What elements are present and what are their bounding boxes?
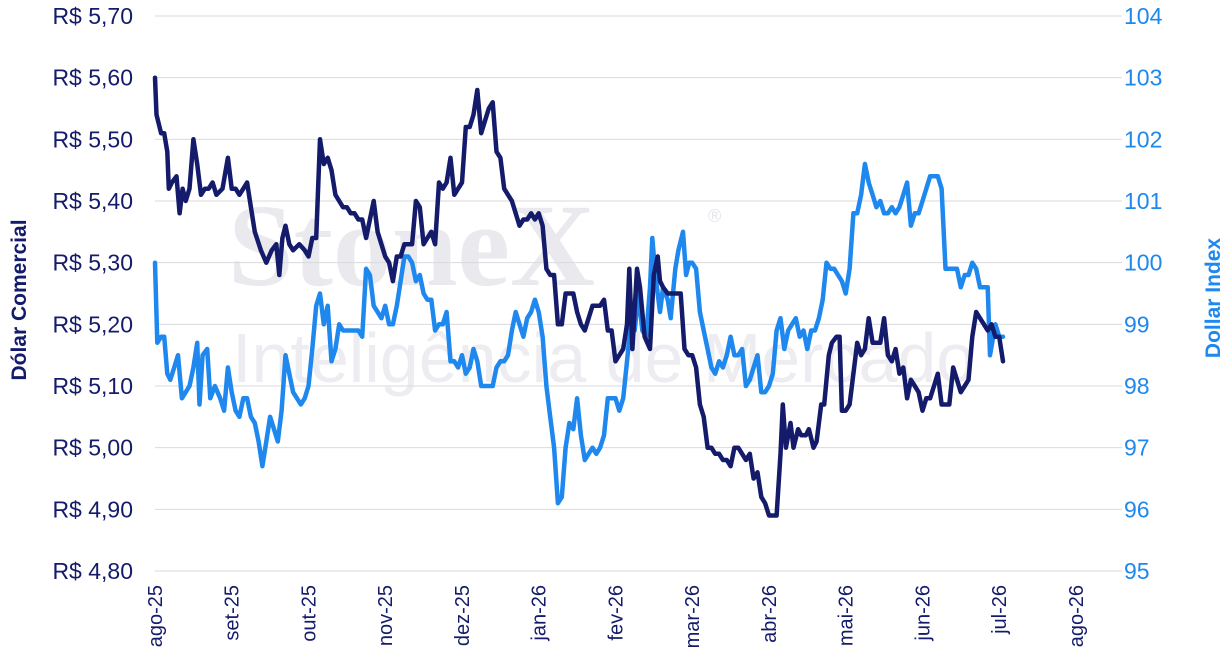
- x-tick-label: mai-26: [836, 585, 858, 646]
- right-tick-label: 104: [1124, 3, 1163, 29]
- x-tick-label: mar-26: [682, 585, 704, 648]
- x-axis-ticks: ago-25 set-25 out-25 nov-25 dez-25 jan-26 fev-…: [145, 585, 1088, 648]
- right-tick-label: 101: [1124, 188, 1162, 214]
- watermark-registered-mark: ®: [708, 206, 721, 226]
- x-tick-label: jan-26: [529, 585, 551, 642]
- x-tick-label: ago-26: [1066, 585, 1088, 647]
- dolar-comercial-series-line: [152, 75, 1006, 518]
- left-axis-title: Dólar Comercial: [8, 219, 31, 380]
- right-tick-label: 103: [1124, 65, 1162, 91]
- x-tick-label: out-25: [298, 585, 320, 642]
- right-tick-label: 98: [1124, 373, 1150, 399]
- left-axis-ticks: R$ 4,80 R$ 4,90 R$ 5,00 R$ 5,10 R$ 5,20 R$ 5,…: [52, 3, 133, 584]
- x-tick-label: jul-26: [989, 585, 1011, 635]
- watermark: StoneX ® Inteligência de Mercado: [228, 180, 975, 397]
- x-tick-label: jun-26: [912, 585, 934, 642]
- left-tick-label: R$ 4,90: [52, 496, 133, 522]
- right-tick-label: 97: [1124, 435, 1150, 461]
- left-tick-label: R$ 5,20: [52, 311, 133, 337]
- dollar-index-series-line: [152, 161, 1006, 506]
- left-tick-label: R$ 5,60: [52, 65, 133, 91]
- right-tick-label: 102: [1124, 126, 1162, 152]
- right-axis-title: Dollar Index: [1202, 238, 1225, 359]
- right-tick-label: 99: [1124, 311, 1150, 337]
- right-axis-ticks: 95 96 97 98 99 100 101 102 103 104: [1124, 3, 1163, 584]
- x-tick-label: ago-25: [145, 585, 167, 647]
- left-tick-label: R$ 5,30: [52, 250, 133, 276]
- right-tick-label: 95: [1124, 558, 1150, 584]
- left-tick-label: R$ 5,40: [52, 188, 133, 214]
- left-tick-label: R$ 4,80: [52, 558, 133, 584]
- left-tick-label: R$ 5,00: [52, 435, 133, 461]
- left-tick-label: R$ 5,10: [52, 373, 133, 399]
- x-tick-label: abr-26: [759, 585, 781, 643]
- right-tick-label: 100: [1124, 250, 1162, 276]
- right-tick-label: 96: [1124, 496, 1150, 522]
- series-layer: [152, 75, 1006, 518]
- left-tick-label: R$ 5,70: [52, 3, 133, 29]
- x-tick-label: dez-25: [452, 585, 474, 646]
- left-tick-label: R$ 5,50: [52, 126, 133, 152]
- x-tick-label: nov-25: [375, 585, 397, 646]
- x-tick-label: set-25: [222, 585, 244, 641]
- x-tick-label: fev-26: [605, 585, 627, 641]
